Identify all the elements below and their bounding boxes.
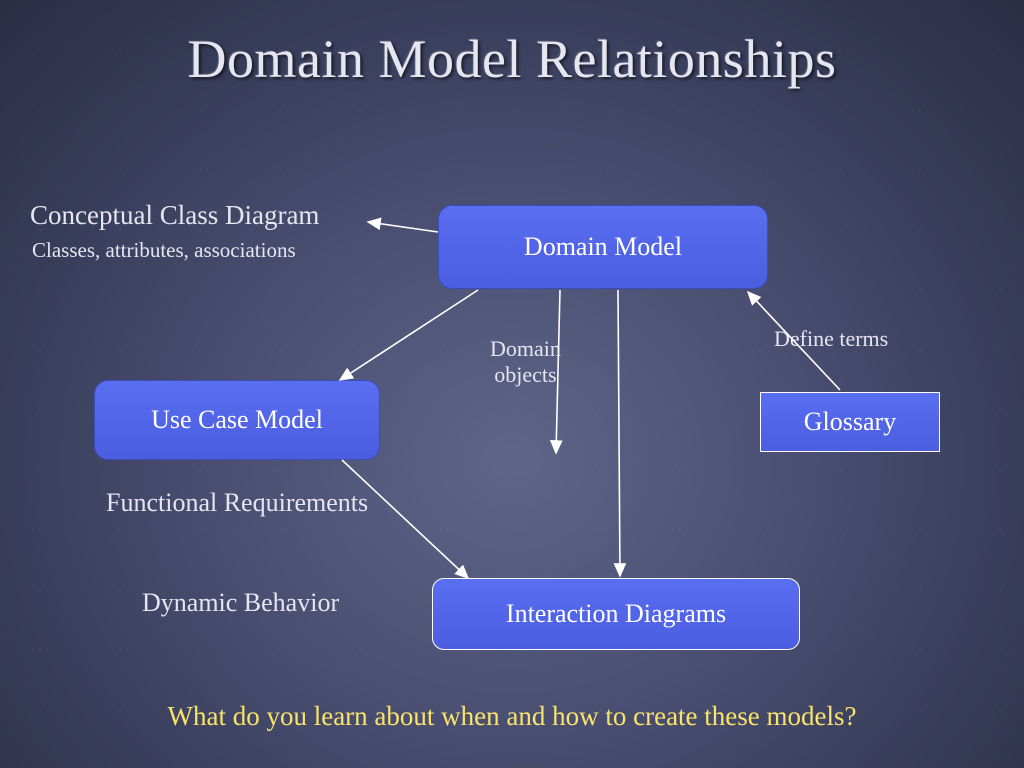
label-dynamic-behavior: Dynamic Behavior	[142, 588, 339, 618]
label-functional-requirements: Functional Requirements	[106, 488, 368, 518]
node-interaction-label: Interaction Diagrams	[506, 599, 726, 629]
node-glossary: Glossary	[760, 392, 940, 452]
node-domain-model: Domain Model	[438, 205, 768, 289]
label-classes-attributes: Classes, attributes, associations	[32, 238, 296, 263]
node-domain-model-label: Domain Model	[524, 232, 682, 262]
node-use-case-model: Use Case Model	[94, 380, 380, 460]
slide-title: Domain Model Relationships	[0, 28, 1024, 90]
node-use-case-label: Use Case Model	[151, 405, 323, 435]
node-glossary-label: Glossary	[804, 407, 896, 437]
label-domain-objects: Domain objects	[490, 336, 561, 388]
footer-question: What do you learn about when and how to …	[0, 701, 1024, 732]
node-interaction-diagrams: Interaction Diagrams	[432, 578, 800, 650]
label-define-terms: Define terms	[774, 326, 888, 352]
label-conceptual-class-diagram: Conceptual Class Diagram	[30, 200, 319, 231]
